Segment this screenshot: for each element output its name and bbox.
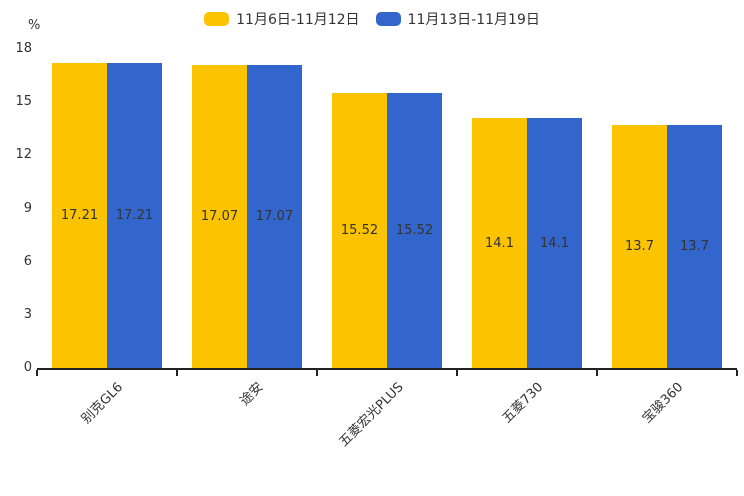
legend-label-week2: 11月13日-11月19日 — [407, 12, 540, 28]
bar[interactable]: 14.1 — [527, 118, 582, 368]
x-axis-tick — [736, 370, 738, 376]
bar-value-label: 17.21 — [115, 207, 154, 223]
bar-value-label: 13.7 — [625, 239, 654, 255]
x-axis-tick — [456, 370, 458, 376]
y-tick-label: 15 — [15, 94, 32, 110]
x-axis-tick — [176, 370, 178, 376]
bar[interactable]: 15.52 — [387, 92, 442, 368]
legend-label-week1: 11月6日-11月12日 — [236, 12, 360, 28]
bar-value-label: 14.1 — [485, 235, 514, 251]
y-tick-label: 0 — [23, 360, 32, 375]
category-label: 五菱宏光PLUS — [336, 379, 407, 450]
bar[interactable]: 17.21 — [107, 63, 162, 368]
category-label: 宝骏360 — [639, 379, 687, 427]
bar[interactable]: 13.7 — [612, 125, 667, 368]
y-tick-label: 12 — [15, 147, 32, 163]
category-label: 五菱730 — [499, 379, 547, 427]
y-tick-label: 18 — [15, 41, 32, 56]
bar-value-label: 15.52 — [395, 222, 434, 238]
chart-legend: 11月6日-11月12日 11月13日-11月19日 — [0, 8, 744, 30]
bar-value-label: 14.1 — [540, 235, 569, 251]
category-label: 途安 — [237, 379, 267, 409]
y-tick-label: 6 — [23, 253, 32, 269]
bar-value-label: 13.7 — [680, 239, 709, 255]
x-axis-tick — [316, 370, 318, 376]
bar-value-label: 17.07 — [200, 209, 239, 225]
legend-item-week1[interactable]: 11月6日-11月12日 — [204, 9, 360, 29]
bar-value-label: 15.52 — [340, 222, 379, 238]
x-axis-tick — [36, 370, 38, 376]
x-axis-tick — [596, 370, 598, 376]
category-label: 别克GL6 — [79, 379, 127, 427]
legend-swatch-yellow-icon — [204, 12, 230, 26]
bar[interactable]: 15.52 — [332, 92, 387, 368]
bar[interactable]: 17.07 — [192, 65, 247, 368]
bar[interactable]: 13.7 — [667, 125, 722, 368]
y-tick-label: 9 — [23, 200, 32, 216]
legend-swatch-blue-icon — [375, 12, 401, 26]
y-tick-label: 3 — [23, 306, 32, 322]
x-axis-line — [37, 368, 737, 370]
bar-value-label: 17.21 — [60, 207, 99, 223]
legend-item-week2[interactable]: 11月13日-11月19日 — [375, 9, 540, 29]
y-axis-unit-label: % — [28, 18, 41, 33]
bar[interactable]: 14.1 — [472, 118, 527, 368]
bar[interactable]: 17.21 — [52, 63, 107, 368]
bar-value-label: 17.07 — [255, 209, 294, 225]
bar[interactable]: 17.07 — [247, 65, 302, 368]
